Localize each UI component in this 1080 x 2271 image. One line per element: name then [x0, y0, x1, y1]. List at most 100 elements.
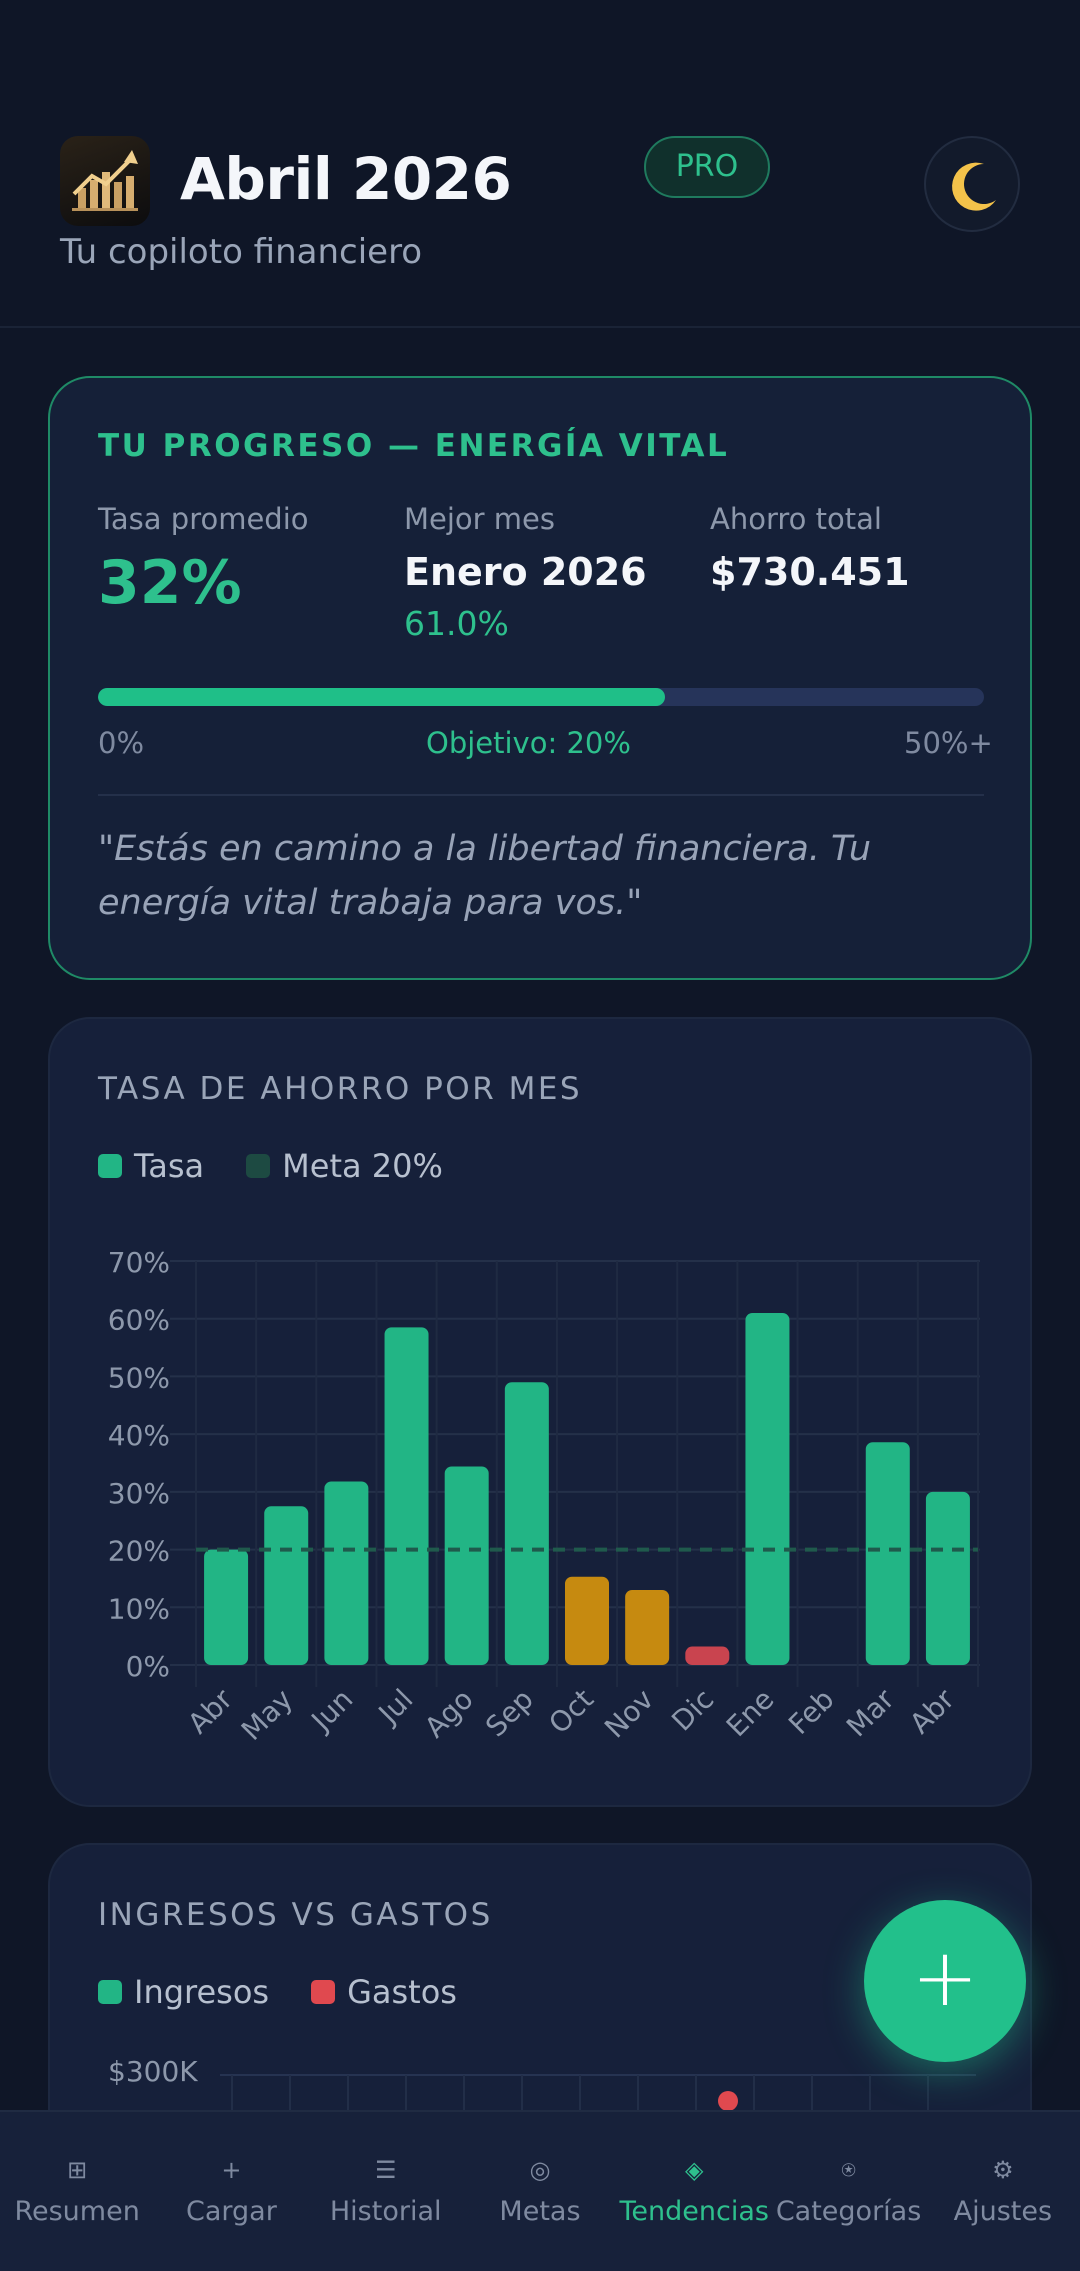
x-tick-label: Oct: [542, 1683, 600, 1741]
nav-item-cargar[interactable]: + Cargar: [154, 2112, 308, 2271]
y-tick-label: 60%: [108, 1304, 170, 1337]
income-y-axis-top-label: $300K: [108, 2055, 198, 2088]
x-tick-label: Jun: [304, 1683, 360, 1739]
x-tick-label: Dic: [665, 1683, 720, 1738]
bar-mar-11[interactable]: [865, 1442, 910, 1665]
theme-toggle-button[interactable]: [924, 136, 1020, 232]
nav-label: Categorías: [775, 2196, 922, 2227]
legend-swatch-goal: [246, 1154, 271, 1178]
savings-chart-legend: Tasa Meta 20%: [98, 1147, 485, 1185]
pro-badge[interactable]: PRO: [644, 136, 770, 198]
progress-heading: TU PROGRESO — ENERGÍA VITAL: [98, 428, 730, 464]
bar-ago-4[interactable]: [444, 1466, 489, 1665]
legend-swatch-income: [98, 1980, 122, 2004]
y-tick-label: 30%: [108, 1477, 170, 1510]
income-chart-heading: INGRESOS VS GASTOS: [98, 1897, 493, 1933]
bottom-navigation: ⊞ Resumen + Cargar ☰ Historial ◎ Metas ◈ Tendenci…: [0, 2110, 1080, 2271]
nav-item-tendencias[interactable]: ◈ Tendencias: [617, 2112, 771, 2271]
bar-abr-12[interactable]: [925, 1491, 970, 1665]
total-savings-value: $730.451: [710, 550, 910, 594]
bar-may-1[interactable]: [264, 1506, 309, 1665]
nav-item-ajustes[interactable]: ⚙ Ajustes: [926, 2112, 1080, 2271]
motivational-quote: "Estás en camino a la libertad financier…: [98, 829, 872, 923]
legend-label-goal: Meta 20%: [282, 1147, 443, 1185]
y-tick-label: 0%: [126, 1650, 170, 1683]
savings-chart-card: TASA DE AHORRO POR MES Tasa Meta 20% 0% 1…: [48, 1017, 1032, 1807]
y-tick-label: 50%: [108, 1361, 170, 1394]
nav-label: Ajustes: [953, 2196, 1053, 2227]
legend-label-expense: Gastos: [347, 1973, 457, 2011]
progress-scale-goal: Objetivo: 20%: [426, 726, 631, 760]
page-subtitle: Tu copiloto financiero: [60, 232, 423, 272]
nav-item-historial[interactable]: ☰ Historial: [309, 2112, 463, 2271]
x-tick-label: Abr: [903, 1682, 961, 1740]
bar-dic-8[interactable]: [685, 1646, 730, 1665]
bar-abr-0[interactable]: [204, 1549, 249, 1665]
legend-swatch-expense: [311, 1980, 336, 2004]
x-tick-label: May: [235, 1683, 299, 1747]
moon-icon: [952, 162, 996, 211]
legend-swatch-rate: [98, 1154, 122, 1178]
legend-item-goal[interactable]: Meta 20%: [246, 1147, 443, 1185]
trend-icon: ◈: [685, 2156, 704, 2184]
avg-rate-label: Tasa promedio: [98, 502, 309, 536]
legend-item-rate[interactable]: Tasa: [98, 1147, 204, 1185]
expense-point[interactable]: [718, 2091, 738, 2111]
progress-bar-fill: [98, 688, 666, 706]
nav-item-resumen[interactable]: ⊞ Resumen: [0, 2112, 154, 2271]
progress-card: TU PROGRESO — ENERGÍA VITAL Tasa promedi…: [48, 376, 1032, 980]
bar-jun-2[interactable]: [324, 1481, 369, 1665]
best-month-value: Enero 2026: [404, 550, 647, 594]
progress-scale-min: 0%: [98, 726, 145, 760]
nav-item-categorias[interactable]: ⍟ Categorías: [771, 2112, 925, 2271]
y-tick-label: 20%: [108, 1535, 170, 1568]
bar-ene-9[interactable]: [745, 1312, 790, 1665]
x-tick-label: Ago: [418, 1683, 480, 1745]
nav-item-metas[interactable]: ◎ Metas: [463, 2112, 617, 2271]
best-month-rate: 61.0%: [404, 604, 509, 643]
nav-label: Resumen: [14, 2196, 140, 2227]
y-tick-label: 70%: [108, 1246, 170, 1279]
chart-logo-icon: [72, 150, 138, 211]
bar-sep-5[interactable]: [504, 1382, 549, 1665]
bar-jul-3[interactable]: [384, 1327, 429, 1665]
x-tick-label: Ene: [720, 1683, 781, 1744]
app-header: Abril 2026 Tu copiloto financiero PRO: [0, 0, 1080, 328]
legend-item-income[interactable]: Ingresos: [98, 1973, 269, 2011]
tag-icon: ⍟: [841, 2156, 856, 2184]
x-tick-label: Sep: [479, 1683, 540, 1744]
page-title: Abril 2026: [180, 145, 512, 213]
avg-rate-value: 32%: [98, 548, 242, 618]
nav-label: Cargar: [186, 2196, 277, 2227]
savings-chart-heading: TASA DE AHORRO POR MES: [98, 1071, 583, 1107]
progress-bar: [98, 688, 984, 706]
x-tick-label: Nov: [598, 1683, 660, 1745]
nav-label: Tendencias: [619, 2196, 769, 2227]
best-month-label: Mejor mes: [404, 502, 556, 536]
plus-icon: +: [221, 2156, 242, 2184]
nav-label: Historial: [329, 2196, 442, 2227]
progress-scale-max: 50%+: [904, 726, 993, 760]
x-tick-label: Feb: [782, 1683, 840, 1741]
x-tick-label: Abr: [181, 1682, 239, 1740]
target-icon: ◎: [529, 2156, 551, 2184]
x-tick-label: Jul: [371, 1683, 420, 1732]
nav-label: Metas: [499, 2196, 581, 2227]
bar-nov-7[interactable]: [625, 1589, 670, 1665]
bar-oct-6[interactable]: [565, 1576, 609, 1665]
y-tick-label: 10%: [108, 1592, 170, 1625]
y-tick-label: 40%: [108, 1419, 170, 1452]
legend-label-rate: Tasa: [134, 1147, 205, 1185]
income-chart-legend: Ingresos Gastos: [98, 1973, 499, 2011]
list-icon: ☰: [374, 2156, 397, 2184]
add-transaction-button[interactable]: +: [864, 1900, 1026, 2062]
divider: [98, 794, 984, 796]
legend-item-expense[interactable]: Gastos: [311, 1973, 457, 2011]
app-logo: [60, 136, 150, 226]
x-tick-label: Mar: [840, 1682, 901, 1743]
total-savings-label: Ahorro total: [710, 502, 882, 536]
grid-icon: ⊞: [67, 2156, 88, 2184]
gear-icon: ⚙: [992, 2156, 1014, 2184]
legend-label-income: Ingresos: [134, 1973, 270, 2011]
